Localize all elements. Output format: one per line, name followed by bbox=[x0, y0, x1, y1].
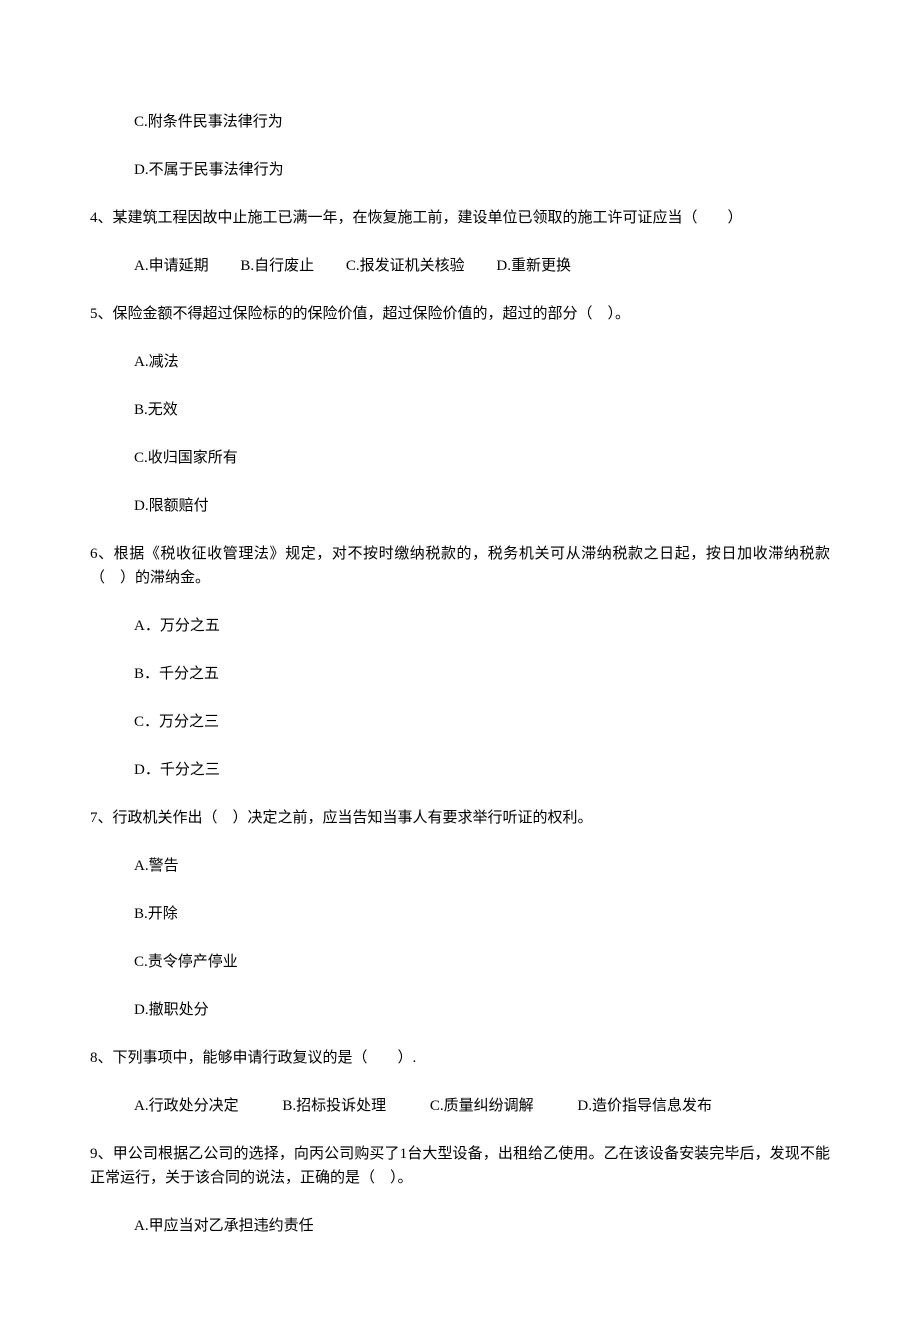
q3-option-d: D.不属于民事法律行为 bbox=[90, 158, 830, 182]
q8-options: A.行政处分决定 B.招标投诉处理 C.质量纠纷调解 D.造价指导信息发布 bbox=[90, 1094, 830, 1118]
q5-option-c: C.收归国家所有 bbox=[90, 446, 830, 470]
q8-option-a: A.行政处分决定 bbox=[134, 1098, 239, 1114]
q9-stem: 9、甲公司根据乙公司的选择，向丙公司购买了1台大型设备，出租给乙使用。乙在该设备… bbox=[90, 1142, 830, 1190]
q4-stem: 4、某建筑工程因故中止施工已满一年，在恢复施工前，建设单位已领取的施工许可证应当… bbox=[90, 206, 830, 230]
q7-option-b: B.开除 bbox=[90, 902, 830, 926]
q4-options: A.申请延期 B.自行废止 C.报发证机关核验 D.重新更换 bbox=[90, 254, 830, 278]
q7-option-c: C.责令停产停业 bbox=[90, 950, 830, 974]
q5-stem: 5、保险金额不得超过保险标的的保险价值，超过保险价值的，超过的部分（ ）。 bbox=[90, 302, 830, 326]
q6-option-b: B．千分之五 bbox=[90, 662, 830, 686]
q6-option-a: A．万分之五 bbox=[90, 614, 830, 638]
q5-option-a: A.减法 bbox=[90, 350, 830, 374]
q6-option-d: D．千分之三 bbox=[90, 758, 830, 782]
q8-option-d: D.造价指导信息发布 bbox=[577, 1098, 712, 1114]
q6-option-c: C．万分之三 bbox=[90, 710, 830, 734]
q8-option-c: C.质量纠纷调解 bbox=[430, 1098, 534, 1114]
q4-option-c: C.报发证机关核验 bbox=[346, 258, 465, 274]
document-page: C.附条件民事法律行为 D.不属于民事法律行为 4、某建筑工程因故中止施工已满一… bbox=[0, 0, 920, 1322]
q7-option-a: A.警告 bbox=[90, 854, 830, 878]
q7-option-d: D.撤职处分 bbox=[90, 998, 830, 1022]
q6-stem: 6、根据《税收征收管理法》规定，对不按时缴纳税款的，税务机关可从滞纳税款之日起，… bbox=[90, 542, 830, 590]
q3-option-c: C.附条件民事法律行为 bbox=[90, 110, 830, 134]
q4-option-b: B.自行废止 bbox=[240, 258, 314, 274]
q8-option-b: B.招标投诉处理 bbox=[282, 1098, 386, 1114]
q7-stem: 7、行政机关作出（ ）决定之前，应当告知当事人有要求举行听证的权利。 bbox=[90, 806, 830, 830]
q4-option-d: D.重新更换 bbox=[496, 258, 571, 274]
q8-stem: 8、下列事项中，能够申请行政复议的是（ ）. bbox=[90, 1046, 830, 1070]
q4-option-a: A.申请延期 bbox=[134, 258, 209, 274]
q5-option-b: B.无效 bbox=[90, 398, 830, 422]
q9-option-a: A.甲应当对乙承担违约责任 bbox=[90, 1214, 830, 1238]
q5-option-d: D.限额赔付 bbox=[90, 494, 830, 518]
